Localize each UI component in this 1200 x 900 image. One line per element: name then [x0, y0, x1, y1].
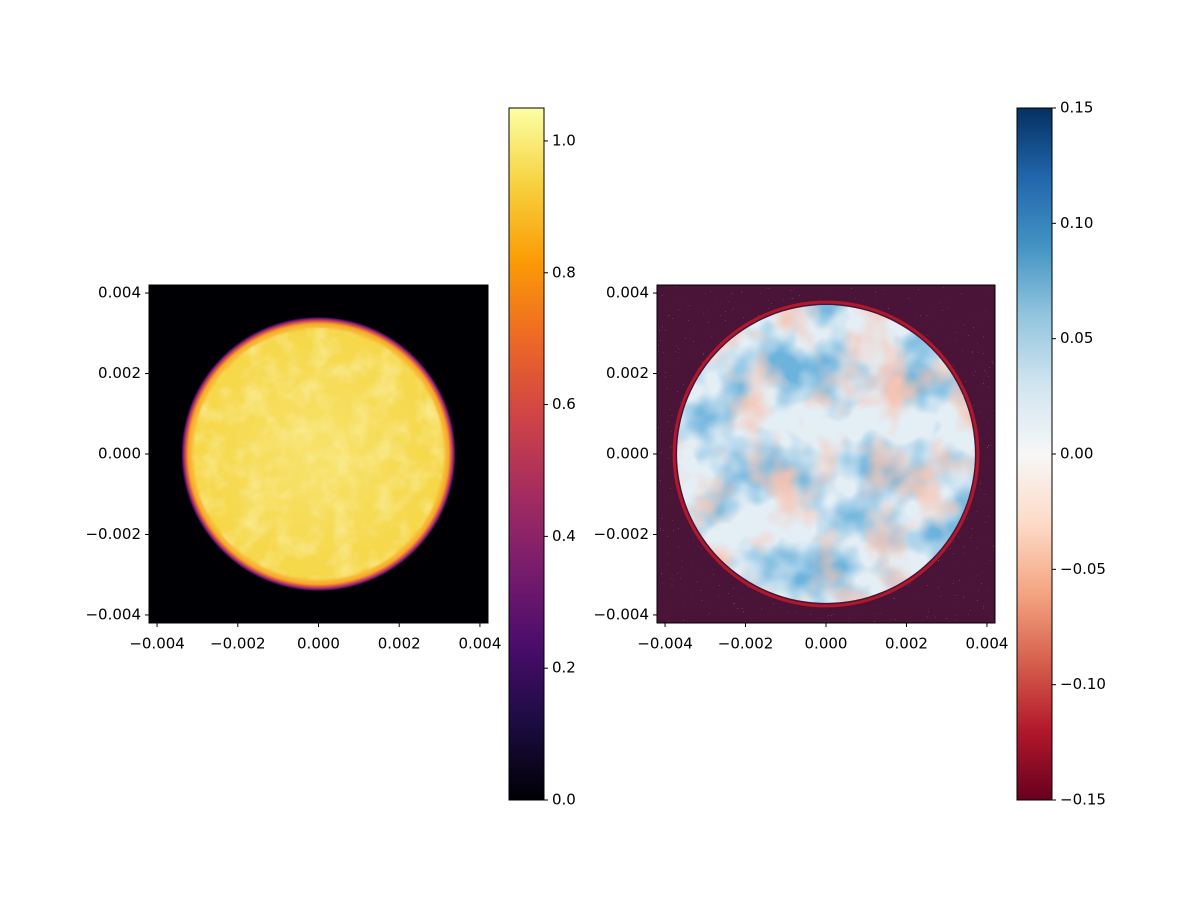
- colorbar-tick-label: −0.10: [1060, 675, 1106, 693]
- disk-rim: [672, 300, 980, 608]
- colorbar-tick-label: 1.0: [552, 131, 576, 149]
- x-tick-label: −0.002: [718, 635, 774, 653]
- x-tick-label: 0.002: [885, 635, 928, 653]
- colorbar-tick-label: 0.2: [552, 659, 576, 677]
- y-tick-label: 0.002: [606, 364, 649, 382]
- image: [657, 285, 995, 623]
- x-tick-label: 0.004: [458, 635, 501, 653]
- y-tick-label: −0.004: [593, 605, 649, 623]
- image: [149, 285, 488, 623]
- colorbar-tick-label: 0.00: [1060, 445, 1093, 463]
- y-tick-label: −0.002: [85, 525, 141, 543]
- colorbar-tick-label: −0.15: [1060, 791, 1106, 809]
- x-tick-label: −0.004: [129, 635, 185, 653]
- texture-red: [677, 305, 975, 603]
- colorbar-tick-label: 0.8: [552, 263, 576, 281]
- y-tick-label: −0.004: [85, 605, 141, 623]
- x-tick-label: −0.004: [637, 635, 693, 653]
- y-tick-label: 0.000: [606, 445, 649, 463]
- y-tick-label: 0.002: [98, 364, 141, 382]
- x-tick-label: −0.002: [210, 635, 266, 653]
- colorbar-tick-label: 0.4: [552, 527, 576, 545]
- y-tick-label: 0.004: [606, 284, 649, 302]
- y-tick-label: 0.004: [98, 284, 141, 302]
- x-tick-label: 0.000: [297, 635, 340, 653]
- colorbar: [1016, 107, 1053, 801]
- y-tick-label: −0.002: [593, 525, 649, 543]
- x-tick-label: 0.000: [805, 635, 848, 653]
- x-tick-label: 0.004: [965, 635, 1008, 653]
- colorbar-tick-label: 0.15: [1060, 99, 1093, 117]
- y-tick-label: 0.000: [98, 445, 141, 463]
- colorbar-tick-label: 0.0: [552, 791, 576, 809]
- colorbar-tick-label: 0.6: [552, 395, 576, 413]
- colorbar-tick-label: −0.05: [1060, 560, 1106, 578]
- colorbar-tick-label: 0.05: [1060, 329, 1093, 347]
- colorbar-tick-label: 0.10: [1060, 214, 1093, 232]
- colorbar: [508, 107, 545, 801]
- texture: [192, 327, 445, 581]
- x-tick-label: 0.002: [378, 635, 421, 653]
